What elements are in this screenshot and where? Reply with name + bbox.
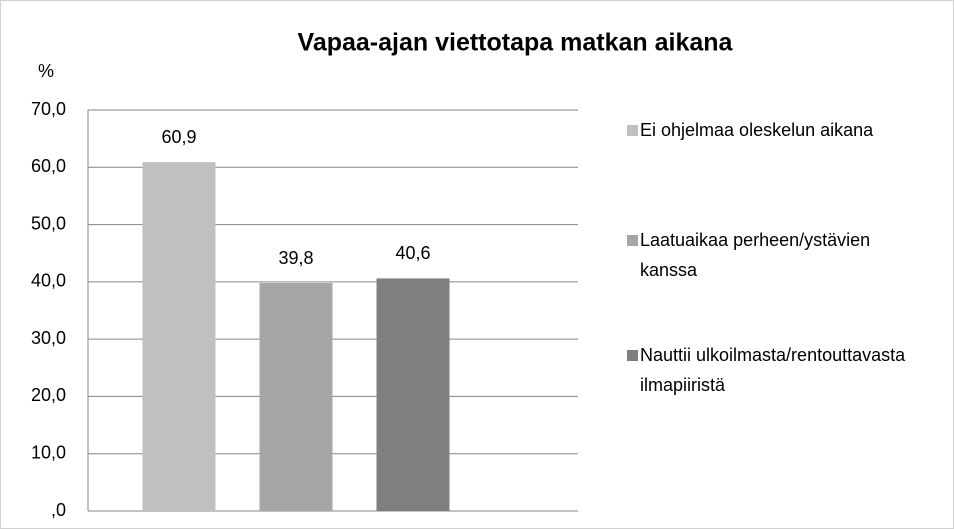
y-tick-label: 30,0 [31,328,66,348]
y-tick-label: ,0 [51,500,66,520]
legend-swatch [627,350,638,361]
y-tick-label: 60,0 [31,156,66,176]
y-tick-label: 10,0 [31,442,66,462]
legend-swatch [627,235,638,246]
bar [259,283,333,511]
data-label: 40,6 [395,243,430,263]
legend-swatch [627,125,638,136]
bar [142,162,216,511]
chart-title: Vapaa-ajan viettotapa matkan aikana [298,29,734,57]
y-tick-label: 40,0 [31,271,66,291]
legend-label: Laatuaikaa perheen/ystävien kanssa [640,230,871,280]
y-axis-label: % [38,61,54,81]
data-label: 60,9 [161,127,196,147]
legend-item: Ei ohjelmaa oleskelun aikana [627,115,900,145]
y-tick-label: 70,0 [31,99,66,119]
bar [376,278,450,511]
y-tick-label: 50,0 [31,213,66,233]
legend-label: Nauttii ulkoilmasta/rentouttavasta ilmap… [640,345,906,395]
legend-label: Ei ohjelmaa oleskelun aikana [640,120,874,140]
legend-item: Nauttii ulkoilmasta/rentouttavasta ilmap… [627,340,950,400]
data-label: 39,8 [278,248,313,268]
legend-item: Laatuaikaa perheen/ystävien kanssa [627,225,930,285]
y-tick-label: 20,0 [31,385,66,405]
